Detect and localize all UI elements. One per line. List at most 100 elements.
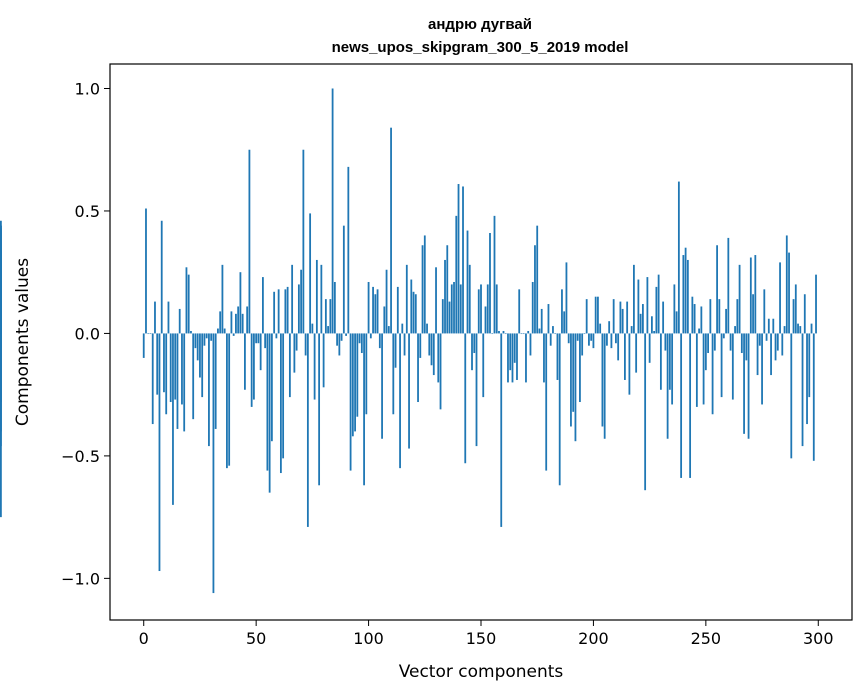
bar	[709, 299, 712, 334]
bar	[392, 333, 395, 415]
bar	[722, 333, 725, 339]
bar	[302, 149, 305, 334]
bar	[248, 149, 251, 334]
bar	[399, 333, 401, 469]
bar	[720, 333, 723, 398]
bar	[700, 306, 703, 334]
bar	[331, 88, 334, 334]
bar	[365, 333, 368, 415]
bar	[549, 333, 552, 346]
bar	[763, 289, 766, 334]
y-tick-label: 0.5	[75, 202, 100, 221]
bar	[716, 245, 718, 334]
bar	[385, 269, 388, 334]
bar	[293, 333, 296, 373]
bar	[214, 333, 217, 429]
bar	[450, 284, 453, 334]
y-tick-label: 1.0	[75, 79, 100, 98]
bar	[648, 333, 651, 363]
bar	[545, 333, 548, 471]
bar	[520, 333, 523, 335]
chart-title-line1: андрю дугвай	[428, 16, 532, 33]
bar	[264, 333, 267, 349]
bar	[453, 281, 455, 334]
bar	[462, 186, 464, 334]
bar	[639, 313, 642, 334]
bar	[657, 274, 660, 334]
bar	[621, 308, 624, 334]
bar	[354, 333, 356, 432]
bar	[583, 333, 586, 335]
bar	[387, 326, 390, 334]
bar	[776, 333, 779, 351]
bar	[378, 333, 381, 349]
bar	[412, 291, 415, 334]
bar	[304, 333, 307, 356]
bar	[185, 267, 188, 334]
bar	[477, 289, 480, 334]
bar	[466, 230, 469, 334]
bar	[675, 311, 678, 334]
bar	[468, 264, 471, 334]
bar	[516, 333, 518, 380]
bar	[383, 306, 386, 334]
bar	[268, 333, 271, 493]
bar	[655, 286, 658, 334]
bar	[684, 247, 687, 334]
bar	[403, 333, 406, 356]
bar	[423, 235, 426, 334]
bar	[262, 277, 264, 334]
bar	[435, 267, 437, 334]
bar	[567, 333, 570, 344]
bar	[610, 333, 613, 349]
bar	[295, 333, 298, 351]
bar	[459, 284, 462, 334]
bar	[495, 284, 498, 334]
bar	[419, 333, 422, 358]
bar	[194, 333, 197, 349]
bar	[165, 333, 168, 415]
bar	[266, 333, 269, 471]
bar	[320, 264, 323, 334]
bar	[286, 286, 289, 334]
bar	[457, 184, 460, 334]
bar	[666, 333, 669, 439]
bar	[369, 333, 372, 339]
bar	[160, 220, 163, 334]
bars-group	[0, 88, 817, 594]
bar	[529, 333, 532, 356]
bar	[147, 333, 150, 335]
bar	[502, 330, 505, 334]
bar	[181, 333, 183, 405]
bar	[205, 333, 208, 339]
bar	[581, 333, 584, 356]
bar	[255, 333, 258, 344]
bar	[738, 264, 741, 334]
bar	[729, 333, 732, 351]
bar	[347, 166, 350, 334]
bar	[192, 333, 195, 420]
bar	[653, 330, 656, 334]
bar	[698, 328, 700, 334]
x-tick-label: 150	[466, 629, 497, 648]
bar	[592, 333, 595, 349]
bar	[201, 333, 204, 398]
bar	[480, 284, 482, 334]
bar	[235, 313, 237, 334]
bar	[230, 311, 233, 334]
bar	[736, 299, 739, 334]
bar	[572, 333, 575, 412]
bar	[349, 333, 352, 471]
bar	[608, 321, 611, 334]
y-tick-label: 0.0	[75, 324, 100, 343]
bar	[142, 333, 145, 358]
bar	[441, 299, 444, 334]
bar	[772, 318, 775, 334]
bar	[199, 333, 201, 378]
bar	[734, 326, 736, 334]
bar	[270, 333, 273, 442]
bar	[338, 333, 341, 356]
plot-area-frame	[109, 63, 853, 621]
bar	[210, 333, 213, 341]
bar	[306, 333, 309, 527]
